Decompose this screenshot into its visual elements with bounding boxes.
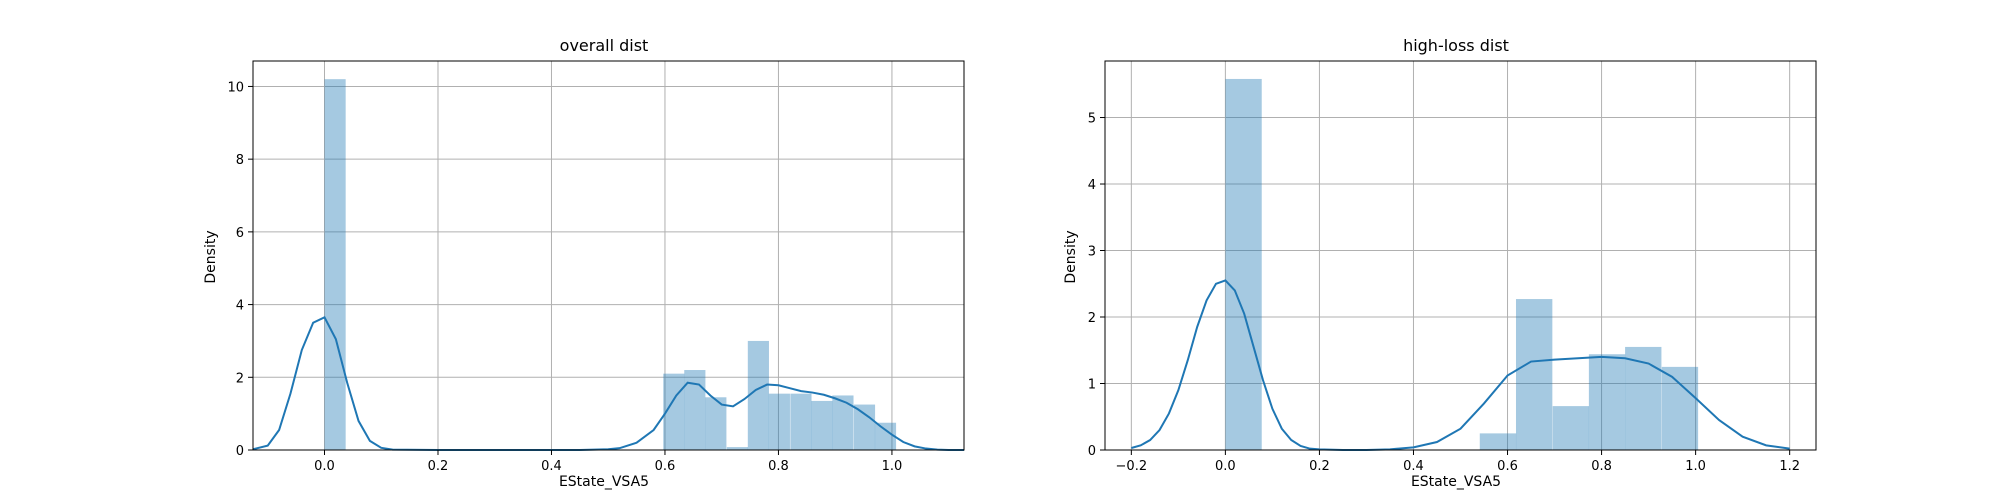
- x-tick-label: 0.4: [541, 459, 562, 474]
- histogram-bar: [1479, 433, 1517, 450]
- kde-curve: [252, 315, 964, 451]
- x-tick-label: 0.6: [1497, 459, 1518, 474]
- chart-title: overall dist: [560, 36, 649, 55]
- x-tick-label: 1.0: [882, 459, 903, 474]
- histogram-bar: [811, 400, 833, 450]
- histogram-bars: [1225, 78, 1699, 450]
- x-tick-label: 0.2: [428, 459, 449, 474]
- y-tick-label: 5: [1088, 112, 1096, 127]
- x-axis-label: EState_VSA5: [559, 474, 649, 490]
- histogram-bar: [747, 340, 769, 450]
- chart-panel-overall: overall dist EState_VSA5 Density 0.0 0.2 0…: [203, 36, 965, 490]
- plot-frame: [1104, 60, 1817, 451]
- histogram-bar: [874, 422, 897, 450]
- y-tick-label: 4: [1088, 178, 1096, 193]
- chart-panel-high-loss: high-loss dist EState_VSA5 Density −0.2 0…: [1063, 36, 1817, 490]
- chart-title: high-loss dist: [1403, 36, 1509, 55]
- y-tick-label: 2: [236, 371, 244, 386]
- x-tick-label: 0.6: [655, 459, 676, 474]
- kde-line: [252, 315, 964, 451]
- histogram-bar: [832, 395, 854, 450]
- x-tick-label: 0.0: [314, 459, 335, 474]
- x-tick-label: 0.2: [1309, 459, 1330, 474]
- x-tick-label: 0.8: [768, 459, 789, 474]
- y-axis-label: Density: [203, 230, 219, 283]
- histogram-bars: [324, 79, 897, 451]
- histogram-bar: [768, 393, 790, 450]
- histogram-bar: [1588, 354, 1626, 450]
- x-tick-label: 0.4: [1403, 459, 1424, 474]
- histogram-bar: [726, 447, 748, 450]
- y-axis-label: Density: [1063, 230, 1079, 283]
- axes: 0.0 0.2 0.4 0.6 0.8 1.0 0 2 4 6 8 10: [227, 60, 965, 474]
- x-tick-label: 1.0: [1685, 459, 1706, 474]
- histogram-bar: [1625, 346, 1662, 450]
- y-tick-label: 3: [1088, 245, 1096, 260]
- histogram-bar: [853, 404, 876, 450]
- axes: −0.2 0.0 0.2 0.4 0.6 0.8 1.0 1.2 0 1 2 3 4 5: [1088, 60, 1817, 474]
- histogram-bar: [705, 397, 727, 450]
- histogram-bar: [1661, 366, 1699, 450]
- y-tick-label: 8: [236, 153, 244, 168]
- x-tick-label: −0.2: [1116, 459, 1148, 474]
- y-tick-label: 2: [1088, 311, 1096, 326]
- y-tick-label: 10: [227, 80, 244, 95]
- plot-frame: [252, 60, 965, 451]
- y-tick-label: 4: [236, 299, 244, 314]
- histogram-bar: [324, 79, 346, 451]
- x-axis-label: EState_VSA5: [1411, 474, 1501, 490]
- histogram-bar: [684, 370, 706, 450]
- kde-curve: [1131, 279, 1790, 451]
- y-tick-label: 0: [1088, 444, 1096, 459]
- x-tick-label: 0.8: [1591, 459, 1612, 474]
- histogram-bar: [1515, 299, 1553, 450]
- histogram-bar: [790, 393, 812, 450]
- x-tick-label: 1.2: [1779, 459, 1800, 474]
- y-tick-label: 0: [236, 444, 244, 459]
- y-tick-label: 6: [236, 226, 244, 241]
- kde-line: [1131, 279, 1790, 451]
- x-tick-label: 0.0: [1215, 459, 1236, 474]
- histogram-bar: [1552, 406, 1590, 450]
- y-tick-label: 1: [1088, 378, 1096, 393]
- histogram-bar: [1225, 78, 1262, 450]
